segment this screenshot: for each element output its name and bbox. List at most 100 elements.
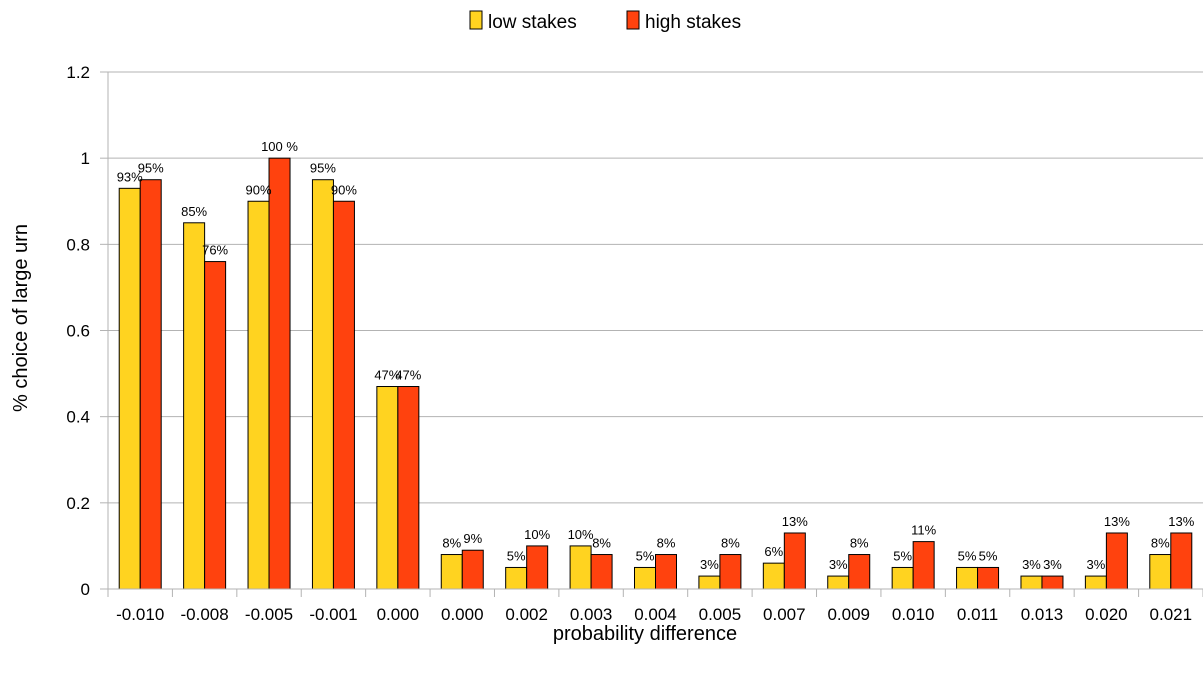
x-axis-title: probability difference (553, 623, 737, 645)
legend-swatch-low-stakes (469, 10, 483, 30)
x-tick-label: 0.000 (441, 605, 484, 624)
x-tick-label: -0.005 (245, 605, 293, 624)
bar-high-stakes (204, 261, 227, 590)
data-label-high-stakes: 10% (524, 527, 550, 542)
x-tick-label: 0.007 (763, 605, 806, 624)
data-label-low-stakes: 85% (181, 204, 207, 219)
bar-high-stakes (332, 200, 355, 590)
x-tick-label: -0.001 (309, 605, 357, 624)
y-tick-label: 0.6 (66, 322, 90, 341)
x-tick-label: -0.010 (116, 605, 164, 624)
bars (118, 157, 1193, 590)
x-tick-label: 0.002 (505, 605, 548, 624)
bar-low-stakes (311, 179, 334, 590)
bar-low-stakes (827, 575, 850, 590)
data-label-high-stakes: 8% (592, 536, 611, 551)
data-label-high-stakes: 5% (979, 548, 998, 563)
data-label-low-stakes: 10% (568, 527, 594, 542)
bar-low-stakes (762, 562, 785, 590)
data-label-low-stakes: 8% (1151, 536, 1170, 551)
bar-high-stakes (397, 386, 420, 590)
bar-low-stakes (1020, 575, 1043, 590)
data-label-low-stakes: 5% (636, 548, 655, 563)
bar-low-stakes (891, 566, 914, 590)
legend-label-low-stakes: low stakes (488, 12, 577, 33)
data-label-low-stakes: 93% (117, 169, 143, 184)
bar-high-stakes (719, 554, 742, 590)
bar-high-stakes (139, 179, 162, 590)
bar-high-stakes (912, 541, 935, 590)
y-tick-label: 1 (81, 149, 90, 168)
bar-low-stakes (247, 200, 270, 590)
bar-high-stakes (783, 532, 806, 590)
axes (107, 72, 1203, 597)
data-label-high-stakes: 8% (721, 536, 740, 551)
y-tick-label: 0.4 (66, 408, 90, 427)
bar-low-stakes (634, 566, 656, 590)
data-label-high-stakes: 9% (463, 531, 482, 546)
data-label-high-stakes: 8% (657, 536, 676, 551)
data-label-high-stakes: 13% (1104, 514, 1130, 529)
y-tick-label: 0 (81, 580, 90, 599)
legend-label-high-stakes: high stakes (645, 12, 741, 33)
data-label-high-stakes: 47% (395, 368, 421, 383)
data-label-high-stakes: 95% (138, 161, 164, 176)
data-label-low-stakes: 5% (958, 548, 977, 563)
y-tick-label: 1.2 (66, 63, 90, 82)
bar-high-stakes (461, 549, 484, 590)
y-tick-label: 0.2 (66, 494, 90, 513)
data-labels: 93%95%85%76%90%100 %95%90%47%47%8% 9%5%10… (117, 139, 1195, 572)
bar-high-stakes (977, 566, 1000, 590)
x-tick-label: 0.013 (1021, 605, 1064, 624)
x-tick-label: 0.005 (699, 605, 742, 624)
bar-high-stakes (590, 554, 613, 590)
bar-high-stakes (526, 545, 549, 590)
data-label-high-stakes: 76% (202, 243, 228, 258)
x-tick-label: 0.011 (957, 605, 998, 624)
x-tick-label: 0.004 (634, 605, 677, 624)
data-label-low-stakes: 5% (893, 548, 912, 563)
bar-high-stakes (1041, 575, 1064, 590)
bar-low-stakes (440, 554, 463, 590)
x-tick-label: 0.010 (892, 605, 935, 624)
bar-low-stakes (956, 566, 979, 590)
data-label-high-stakes: 3% (1043, 557, 1062, 572)
x-tick-label: 0.000 (377, 605, 420, 624)
data-label-low-stakes: 3% (829, 557, 848, 572)
data-label-low-stakes: 6% (764, 544, 783, 559)
data-label-low-stakes: 8% (442, 536, 461, 551)
y-tick-label: 0.8 (66, 235, 90, 254)
bar-low-stakes (698, 575, 721, 590)
bar-low-stakes (1084, 575, 1107, 590)
data-label-high-stakes: 13% (1168, 514, 1194, 529)
data-label-low-stakes: 3% (700, 557, 719, 572)
bar-low-stakes (376, 386, 399, 590)
bar-high-stakes (268, 157, 291, 590)
legend-swatch-high-stakes (626, 10, 640, 30)
data-label-low-stakes: 3% (1022, 557, 1041, 572)
x-tick-label: 0.021 (1150, 605, 1193, 624)
bar-low-stakes (1149, 554, 1172, 590)
x-tick-label: 0.009 (827, 605, 870, 624)
data-label-low-stakes: 90% (246, 182, 272, 197)
bar-low-stakes (505, 566, 528, 590)
data-label-high-stakes: 8% (850, 536, 869, 551)
y-axis-title: % choice of large urn (10, 224, 32, 412)
legend: low stakes high stakes (469, 10, 741, 33)
bar-high-stakes (848, 554, 871, 590)
data-label-high-stakes: 13% (782, 514, 808, 529)
bar-high-stakes (1170, 532, 1193, 590)
data-label-high-stakes: 100 % (261, 139, 298, 154)
x-tick-label: 0.003 (570, 605, 613, 624)
data-label-high-stakes: 90% (331, 182, 357, 197)
bar-low-stakes (183, 222, 206, 590)
data-label-low-stakes: 3% (1086, 557, 1105, 572)
data-label-low-stakes: 5% (507, 548, 526, 563)
bar-high-stakes (1105, 532, 1128, 590)
data-label-low-stakes: 95% (310, 161, 336, 176)
x-tick-label: -0.008 (181, 605, 229, 624)
data-label-low-stakes: 47% (374, 368, 400, 383)
x-tick-label: 0.020 (1085, 605, 1128, 624)
bar-low-stakes (118, 187, 141, 590)
